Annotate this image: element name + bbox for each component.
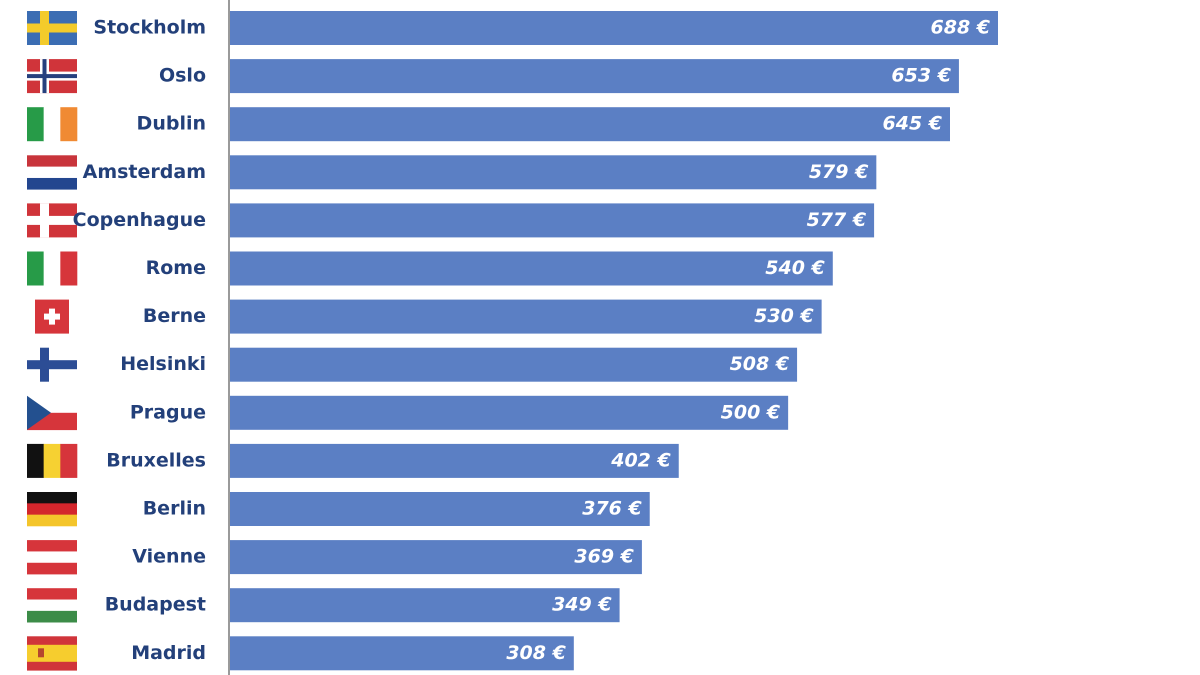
flag-part xyxy=(27,492,77,504)
flag-part xyxy=(43,443,61,478)
category-label: Berne xyxy=(143,305,206,327)
value-label: 653 € xyxy=(891,65,951,87)
flag-part xyxy=(27,636,77,646)
category-label: Rome xyxy=(146,257,206,279)
value-label: 308 € xyxy=(506,642,566,664)
flag xyxy=(27,636,77,671)
flag xyxy=(27,203,77,238)
flag-part xyxy=(60,107,78,142)
flag-part xyxy=(43,107,61,142)
flag xyxy=(27,588,77,623)
flag-part xyxy=(27,155,77,167)
bar xyxy=(230,59,959,94)
flag-part xyxy=(38,648,44,658)
value-label: 402 € xyxy=(610,449,671,471)
flag-part xyxy=(27,23,77,33)
flag-part xyxy=(27,540,77,552)
category-label: Amsterdam xyxy=(83,161,206,183)
bar xyxy=(230,588,620,623)
value-label: 500 € xyxy=(721,401,781,423)
flag-part xyxy=(27,610,77,623)
category-label: Stockholm xyxy=(93,17,206,39)
bar xyxy=(230,347,798,382)
bar xyxy=(230,251,833,286)
flag-part xyxy=(27,166,77,179)
flag-part xyxy=(27,661,77,671)
flag-part xyxy=(60,443,78,478)
flag-part xyxy=(27,443,44,478)
bar xyxy=(230,299,822,334)
value-label: 579 € xyxy=(809,161,869,183)
value-label: 540 € xyxy=(765,257,825,279)
flag xyxy=(27,347,77,382)
flag-part xyxy=(27,177,77,190)
bar xyxy=(230,636,574,671)
value-label: 645 € xyxy=(883,113,943,135)
flag xyxy=(27,395,77,431)
flag xyxy=(27,11,77,45)
flag xyxy=(27,59,77,94)
bar xyxy=(230,540,642,575)
category-label: Budapest xyxy=(105,594,206,616)
value-label: 530 € xyxy=(754,305,814,327)
flag-part xyxy=(27,74,77,79)
category-label: Dublin xyxy=(137,113,206,135)
value-label: 508 € xyxy=(730,353,790,375)
flag xyxy=(27,540,77,575)
bar xyxy=(230,443,679,478)
flag-part xyxy=(27,360,77,370)
flag-part xyxy=(27,107,44,142)
category-label: Vienne xyxy=(132,546,206,568)
category-label: Berlin xyxy=(143,498,206,520)
bar xyxy=(230,492,650,526)
value-label: 688 € xyxy=(931,17,991,39)
flag xyxy=(27,251,78,286)
flag xyxy=(27,492,77,527)
flag-part xyxy=(27,514,77,527)
flag-part xyxy=(27,395,51,430)
flag xyxy=(27,155,77,190)
bar xyxy=(230,107,950,142)
flag-part xyxy=(27,599,77,612)
category-label: Madrid xyxy=(131,642,206,664)
category-label: Helsinki xyxy=(120,353,206,375)
flag xyxy=(27,443,78,478)
value-label: 349 € xyxy=(552,594,612,616)
category-label: Bruxelles xyxy=(106,449,206,471)
flag-part xyxy=(27,588,77,600)
flag-part xyxy=(44,313,60,320)
flag-part xyxy=(27,215,77,225)
bar xyxy=(230,203,875,238)
flag-part xyxy=(27,644,77,663)
value-label: 369 € xyxy=(574,546,634,568)
category-label: Prague xyxy=(130,401,206,423)
bar xyxy=(230,395,789,430)
bar xyxy=(230,155,877,190)
flag-part xyxy=(27,503,77,515)
category-label: Copenhague xyxy=(73,209,206,231)
flag xyxy=(27,107,78,142)
bar xyxy=(230,11,998,45)
flag-part xyxy=(27,251,44,286)
flag-part xyxy=(43,251,61,286)
value-label: 577 € xyxy=(807,209,867,231)
flag xyxy=(35,299,69,334)
category-label: Oslo xyxy=(159,65,206,87)
flag-part xyxy=(60,251,78,286)
value-label: 376 € xyxy=(582,498,642,520)
flag-part xyxy=(27,562,77,575)
flag-part xyxy=(27,551,77,564)
